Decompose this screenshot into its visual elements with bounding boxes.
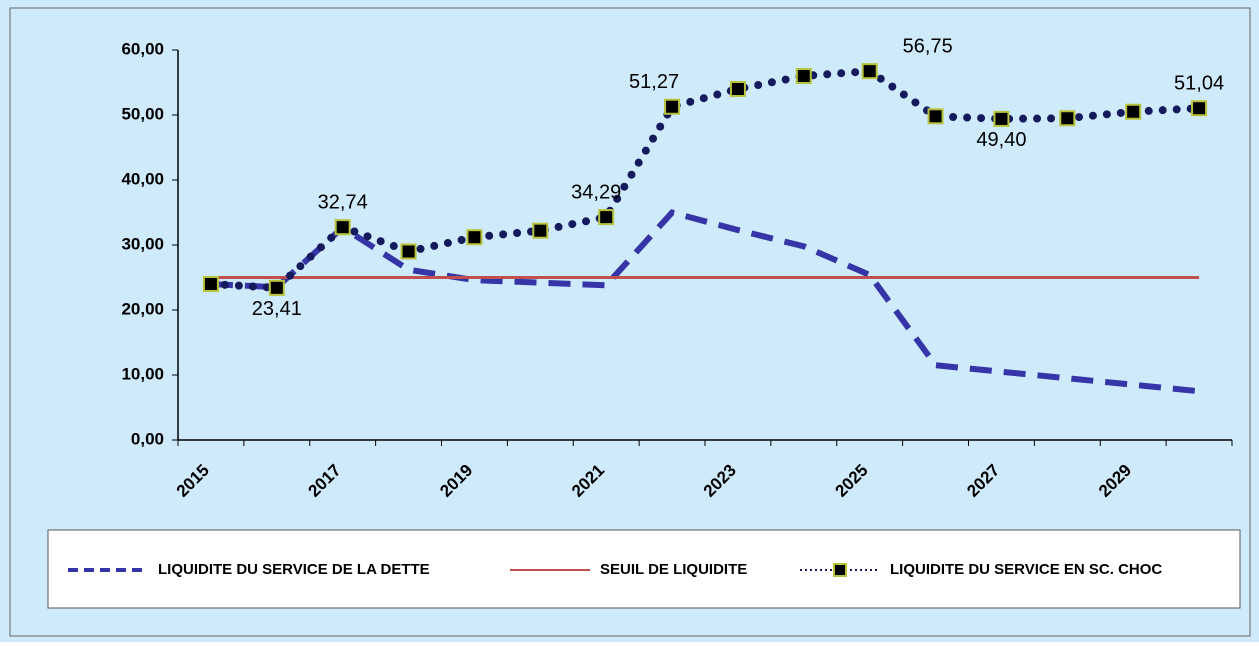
marker [993,110,1010,127]
frame [9,7,1251,637]
marker [664,98,681,115]
marker [1191,100,1208,117]
data-label: 56,75 [903,35,953,57]
marker [795,68,812,84]
marker [202,276,219,292]
marker [598,209,615,226]
legend-label: LIQUIDITE DU SERVICE EN SC. CHOC [890,561,1162,578]
y-tick-label: 50,00 [121,104,164,123]
marker [334,219,351,236]
y-tick-label: 60,00 [121,39,164,58]
legend-label: SEUIL DE LIQUIDITE [600,561,747,578]
marker [729,81,746,97]
marker [861,63,878,80]
data-label: 51,04 [1174,73,1224,95]
y-tick-label: 20,00 [121,299,164,318]
data-label: 34,29 [571,181,621,203]
marker [466,229,483,246]
marker [400,243,417,260]
marker [927,108,944,125]
y-tick-label: 40,00 [121,169,164,188]
marker [268,279,285,296]
marker [532,222,549,239]
series-line [210,209,1200,395]
marker [1059,110,1076,127]
legend-box [47,529,1241,609]
series-line [206,67,1204,292]
y-tick-label: 10,00 [121,364,164,383]
legend-marker [833,563,847,577]
y-tick-label: 0,00 [131,429,164,448]
data-label: 51,27 [629,71,679,93]
marker [1125,103,1142,120]
legend-label: LIQUIDITE DU SERVICE DE LA DETTE [158,561,430,578]
y-tick-label: 30,00 [121,234,164,253]
data-label: 23,41 [252,298,302,320]
data-label: 32,74 [318,191,368,213]
data-label: 49,40 [976,129,1026,151]
